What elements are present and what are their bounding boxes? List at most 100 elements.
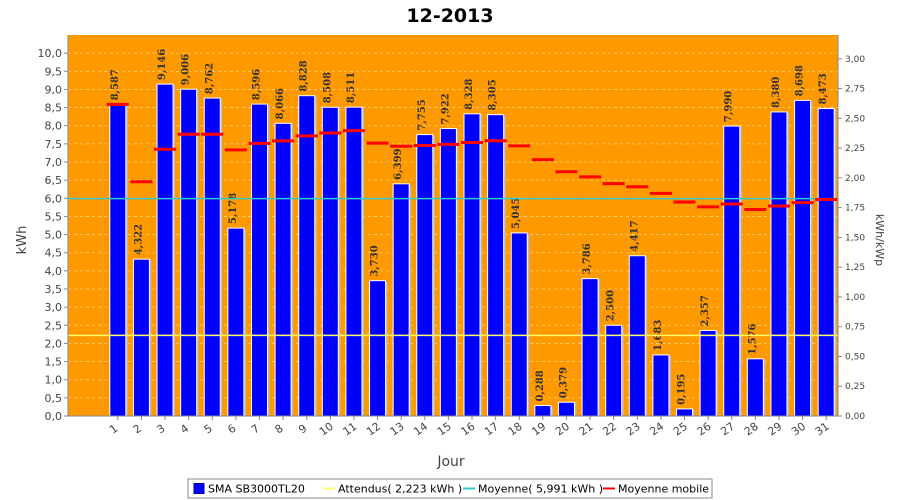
y-tick-label: 7,5 [45,138,63,151]
x-tick-label: 18 [506,420,525,439]
bar-data-label: 8,328 [464,78,475,109]
y2-tick-label: 0,25 [845,382,865,392]
bar-data-label: 2,357 [700,295,711,326]
bar-data-label: 7,990 [724,91,735,122]
x-tick-label: 2 [131,422,144,437]
x-tick-label: 1 [107,422,120,437]
bar-data-label: 2,500 [606,290,617,321]
bar-data-label: 3,730 [370,245,381,276]
y2-tick-label: 0,75 [845,323,865,333]
bar [770,111,788,417]
x-tick-label: 5 [202,422,215,437]
bar [416,134,434,417]
y2-tick-label: 1,25 [845,263,865,273]
bar [557,401,575,417]
bar-data-label: 0,288 [535,370,546,401]
bar-data-label: 4,322 [133,224,144,255]
y2-tick-label: 1,00 [845,293,865,303]
bar-data-label: 8,473 [818,73,829,104]
bar-data-label: 8,380 [771,77,782,108]
bar [794,99,812,417]
y-tick-label: 3,5 [45,283,63,296]
bar-data-label: 8,762 [204,63,215,94]
x-tick-label: 29 [765,420,784,439]
y2-tick-label: 2,75 [845,85,865,95]
bar [534,405,552,417]
bar-data-label: 9,006 [181,54,192,85]
bar [746,358,764,417]
y-tick-label: 0,0 [45,410,63,423]
bar-data-label: 4,417 [629,220,640,251]
y-tick-label: 6,0 [45,192,63,205]
bar [676,408,694,417]
legend: SMA SB3000TL20 Attendus( 2,223 kWh ) Moyen… [187,478,713,499]
y2-axis-label: kWh/kWp [873,214,886,266]
bar [581,278,599,417]
y-tick-label: 8,5 [45,102,63,115]
y-tick-label: 0,5 [45,392,63,405]
bar [109,103,127,417]
x-tick-label: 24 [647,420,666,439]
bar [723,125,741,417]
x-tick-label: 10 [317,420,336,439]
bar-data-label: 1,576 [747,323,758,354]
legend-label: Attendus( 2,223 kWh ) [338,483,462,496]
x-tick-label: 11 [340,420,359,439]
x-tick-label: 13 [388,420,407,439]
bar-data-label: 7,755 [417,99,428,130]
bar-data-label: 9,146 [157,49,168,80]
y-tick-label: 1,0 [45,374,63,387]
x-tick-label: 12 [364,420,383,439]
bar [699,329,717,417]
bar [817,108,835,417]
y-axis-label: kWh [15,226,30,255]
y-tick-label: 10,0 [38,47,63,60]
y-tick-label: 1,5 [45,356,63,369]
x-tick-label: 22 [600,420,619,439]
bar [321,106,339,417]
bar [227,227,245,417]
bar-data-label: 7,922 [440,93,451,124]
bar [652,354,670,417]
y-tick-label: 3,0 [45,301,63,314]
bar [203,97,221,417]
y-tick-label: 6,5 [45,174,63,187]
bar-data-label: 0,379 [558,367,569,398]
x-tick-label: 23 [624,420,643,439]
bar-data-label: 8,511 [346,72,357,103]
y-tick-label: 4,0 [45,265,63,278]
y-tick-label: 8,0 [45,120,63,133]
bar-data-label: 8,305 [488,79,499,110]
x-axis-label: Jour [436,454,465,470]
bar [369,280,387,417]
legend-label: Moyenne mobile [618,483,709,496]
y-tick-label: 9,0 [45,83,63,96]
x-tick-label: 21 [577,420,596,439]
bar [250,103,268,417]
y-tick-label: 5,5 [45,210,63,223]
x-tick-label: 3 [154,422,167,437]
bar-data-label: 8,587 [110,69,121,100]
bar [439,128,457,417]
y-tick-label: 5,0 [45,229,63,242]
plot-area: 0,0 0,5 1,0 1,5 2,0 2,5 3,0 3,5 4,0 4,5 5,0 5,5 6,0 6… [38,35,865,439]
y-tick-label: 4,5 [45,247,63,260]
bar-data-label: 5,045 [511,198,522,229]
bar-data-label: 8,698 [795,65,806,96]
x-tick-label: 19 [529,420,548,439]
x-tick-label: 17 [482,420,501,439]
y2-tick-label: 2,00 [845,174,865,184]
bar [180,88,198,417]
x-tick-label: 9 [296,422,309,437]
x-tick-label: 27 [718,420,737,439]
bar-data-label: 3,786 [582,243,593,274]
y2-tick-label: 1,75 [845,204,865,214]
bar-data-label: 8,828 [299,60,310,91]
bar [345,106,363,417]
y2-tick-label: 0,00 [845,412,865,422]
y-tick-label: 9,5 [45,65,63,78]
x-tick-label: 4 [178,422,191,437]
bar-data-label: 8,066 [275,88,286,119]
